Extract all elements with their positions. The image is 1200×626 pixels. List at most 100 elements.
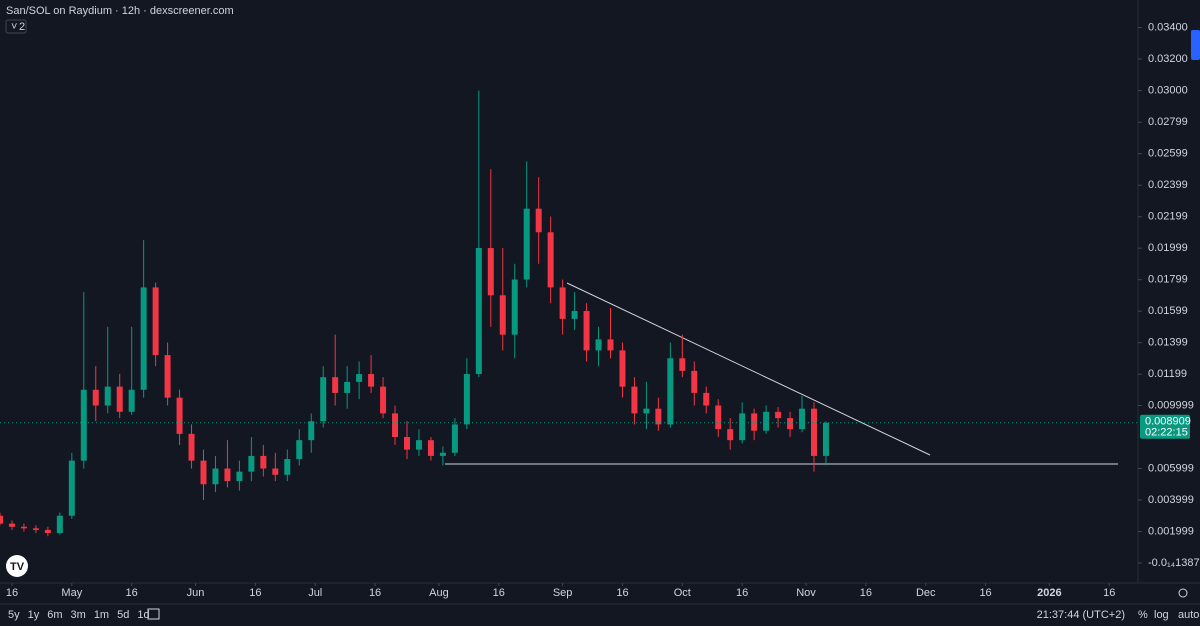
countdown-label: 02:22:15	[1145, 427, 1188, 439]
candle-body	[68, 460, 75, 516]
candle-body	[799, 408, 806, 430]
range-button[interactable]: 5d	[117, 609, 129, 621]
scale-option[interactable]: log	[1154, 609, 1169, 621]
candle-body	[116, 386, 123, 412]
candle-body	[92, 389, 99, 406]
range-button[interactable]: 1m	[94, 609, 109, 621]
x-tick-label: Sep	[553, 587, 573, 599]
candle-body	[751, 413, 758, 431]
x-tick-label: 16	[6, 587, 18, 599]
candle-body	[619, 350, 626, 387]
candle-body	[344, 381, 351, 393]
y-tick-label: -0.0₁₄1387	[1148, 557, 1200, 569]
candle-body	[188, 433, 195, 461]
y-tick-label: 0.02599	[1148, 148, 1188, 160]
candle-body	[475, 248, 482, 375]
candle-body	[176, 397, 183, 434]
candle-body	[128, 389, 135, 412]
candle-body	[523, 208, 530, 280]
clock: 21:37:44 (UTC+2)	[1037, 609, 1125, 621]
candle-body	[727, 429, 734, 441]
y-tick-label: 0.02199	[1148, 211, 1188, 223]
candle-body	[380, 386, 387, 414]
x-tick-label: Nov	[796, 587, 816, 599]
candle-body	[739, 413, 746, 441]
candle-body	[104, 386, 111, 406]
candle-body	[703, 392, 710, 406]
candle-body	[691, 370, 698, 393]
side-tab[interactable]	[1191, 30, 1200, 60]
y-tick-label: 0.03000	[1148, 84, 1188, 96]
y-tick-label: 0.02799	[1148, 116, 1188, 128]
range-button[interactable]: 5y	[8, 609, 20, 621]
indicator-toggle-arrow: ˅	[11, 21, 17, 33]
x-tick-label: 16	[493, 587, 505, 599]
candle-body	[487, 248, 494, 296]
x-tick-label: Aug	[429, 587, 449, 599]
x-tick-label: 16	[126, 587, 138, 599]
candle-body	[140, 287, 147, 390]
indicator-toggle[interactable]	[5, 19, 27, 34]
scale-option[interactable]: %	[1138, 609, 1148, 621]
y-tick-label: 0.005999	[1148, 462, 1194, 474]
x-tick-label: 16	[616, 587, 628, 599]
chart-title: San/SOL on Raydium · 12h · dexscreener.c…	[6, 5, 234, 17]
candle-body	[679, 358, 686, 371]
candle-body	[284, 459, 291, 475]
x-tick-label: Jul	[308, 587, 322, 599]
candle-body	[248, 455, 255, 472]
candle-body	[320, 377, 327, 422]
candle-body	[356, 374, 363, 382]
candle-body	[655, 408, 662, 425]
candle-body	[547, 232, 554, 288]
x-tick-label: 16	[249, 587, 261, 599]
y-tick-label: 0.03200	[1148, 53, 1188, 65]
candle-body	[643, 408, 650, 414]
range-button[interactable]: 1y	[28, 609, 40, 621]
x-tick-label: 2026	[1037, 587, 1061, 599]
scale-option[interactable]: auto	[1178, 609, 1199, 621]
toolbar: 5y 1y 6m 3m 1m 5d 1d 21:37:44 (UTC+2)% log auto	[8, 609, 1199, 621]
range-button[interactable]: 1d	[137, 609, 149, 621]
candle-body	[272, 468, 279, 475]
screenshot-icon[interactable]	[147, 608, 160, 620]
settings-icon[interactable]	[1178, 588, 1188, 598]
last-price-badge	[1140, 414, 1190, 439]
y-tick-label: 0.003999	[1148, 494, 1194, 506]
y-tick-label: 0.001999	[1148, 525, 1194, 537]
y-tick-label: 0.01399	[1148, 337, 1188, 349]
indicator-count: 2	[19, 21, 25, 33]
candles	[0, 90, 829, 537]
candle-body	[80, 389, 87, 461]
candle-body	[595, 339, 602, 351]
range-button[interactable]: 3m	[71, 609, 86, 621]
x-tick-label: 16	[1103, 587, 1115, 599]
candle-body	[368, 374, 375, 387]
candle-body	[822, 422, 829, 456]
x-tick-label: Dec	[916, 587, 936, 599]
x-tick-label: May	[61, 587, 82, 599]
candle-body	[56, 515, 63, 534]
x-tick-label: 16	[736, 587, 748, 599]
candle-body	[427, 440, 434, 456]
y-tick-label: 0.01999	[1148, 242, 1188, 254]
candle-body	[20, 526, 27, 529]
candle-body	[451, 424, 458, 453]
candle-body	[499, 295, 506, 335]
tv-logo: TV	[6, 555, 28, 577]
candle-body	[667, 358, 674, 425]
candle-body	[308, 421, 315, 441]
range-button[interactable]: 6m	[47, 609, 62, 621]
y-tick-label: 0.009999	[1148, 399, 1194, 411]
last-price-label: 0.008909	[1145, 416, 1191, 428]
x-tick-label: 16	[979, 587, 991, 599]
y-tick-label: 0.01599	[1148, 305, 1188, 317]
candle-body	[403, 437, 410, 450]
candle-body	[439, 452, 446, 456]
candle-body	[559, 287, 566, 319]
y-tick-label: 0.01199	[1148, 368, 1187, 380]
y-tick-label: 0.02399	[1148, 179, 1188, 191]
x-tick-label: 16	[369, 587, 381, 599]
